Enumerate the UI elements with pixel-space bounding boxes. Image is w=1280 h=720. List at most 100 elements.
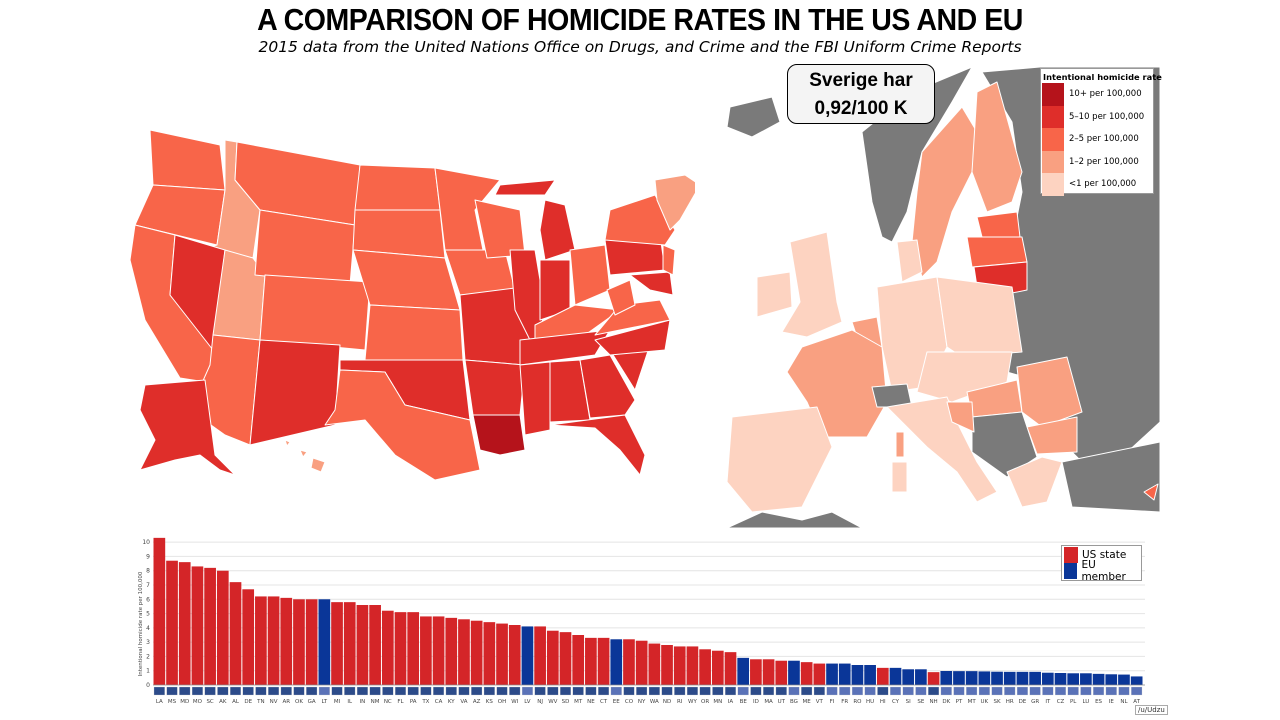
flag-icon bbox=[1093, 686, 1105, 696]
x-tick-label: WA bbox=[650, 699, 659, 705]
x-tick-label: KS bbox=[486, 699, 494, 705]
x-tick-label: PA bbox=[410, 699, 417, 705]
bar-sk bbox=[991, 671, 1003, 685]
x-tick-label: LA bbox=[156, 699, 163, 705]
x-tick-label: OK bbox=[295, 699, 303, 705]
bar-ri bbox=[673, 646, 686, 685]
flag-icon bbox=[191, 686, 203, 696]
bar-co bbox=[623, 639, 635, 685]
flag-icon bbox=[204, 686, 216, 696]
state-ga bbox=[579, 354, 636, 419]
bar-mt bbox=[965, 671, 978, 685]
state-tn bbox=[519, 329, 611, 366]
north-africa bbox=[726, 511, 863, 528]
x-tick-label: UK bbox=[981, 699, 989, 705]
flag-icon bbox=[1029, 686, 1041, 696]
x-tick-label: DE bbox=[244, 699, 252, 705]
x-tick-label: AL bbox=[232, 699, 240, 705]
bar-pl bbox=[1067, 673, 1080, 685]
legend-label: 5–10 per 100,000 bbox=[1069, 111, 1145, 122]
flag-icon bbox=[712, 686, 724, 696]
bar-chart-legend: US state EU member bbox=[1061, 545, 1142, 583]
flag-icon bbox=[851, 686, 863, 696]
x-tick-label: OR bbox=[701, 699, 709, 705]
flag-icon bbox=[572, 686, 584, 696]
x-tick-label: OH bbox=[498, 699, 506, 705]
x-tick-label: LT bbox=[322, 699, 328, 705]
bar-tn bbox=[255, 596, 267, 685]
flag-icon bbox=[1105, 686, 1117, 696]
bar-bg bbox=[788, 660, 800, 685]
x-tick-label: WI bbox=[511, 699, 518, 705]
flag-icon bbox=[636, 686, 648, 696]
x-tick-label: CZ bbox=[1057, 699, 1065, 705]
flag-icon bbox=[598, 686, 610, 696]
x-tick-label: CT bbox=[600, 699, 608, 705]
bar-ks bbox=[483, 622, 496, 685]
bar-nm bbox=[369, 605, 381, 685]
y-tick-label: 0 bbox=[146, 682, 150, 689]
flag-icon bbox=[623, 686, 635, 696]
finland bbox=[971, 81, 1023, 213]
corsica bbox=[895, 431, 905, 458]
state-la bbox=[472, 414, 526, 456]
bar-oh bbox=[496, 623, 508, 685]
flag-icon bbox=[1042, 686, 1054, 696]
spain-portugal bbox=[726, 406, 833, 513]
x-tick-label: DK bbox=[942, 699, 950, 705]
state-mn bbox=[434, 167, 501, 251]
map-legend-item: 5–10 per 100,000 bbox=[1041, 105, 1153, 128]
flag-icon bbox=[890, 686, 901, 696]
x-tick-label: TN bbox=[256, 699, 264, 705]
x-tick-label: AT bbox=[1133, 699, 1140, 705]
flag-icon bbox=[661, 686, 673, 696]
turkey bbox=[1061, 441, 1160, 513]
state-co bbox=[259, 274, 371, 351]
x-tick-label: TX bbox=[421, 699, 429, 705]
x-tick-label: KY bbox=[448, 699, 455, 705]
bar-se bbox=[915, 669, 927, 685]
flag-markers bbox=[153, 686, 1143, 696]
state-ak bbox=[139, 379, 236, 476]
x-tick-label: GR bbox=[1031, 699, 1039, 705]
flag-icon bbox=[1055, 686, 1066, 696]
page-subtitle: 2015 data from the United Nations Office… bbox=[258, 38, 1022, 56]
flag-icon bbox=[686, 686, 698, 696]
flag-icon bbox=[1067, 686, 1079, 696]
x-tick-label: PL bbox=[1070, 699, 1077, 705]
bar-id bbox=[750, 659, 762, 685]
x-tick-label: EE bbox=[613, 699, 620, 705]
uk bbox=[781, 231, 843, 338]
flag-icon bbox=[483, 686, 495, 696]
flag-icon bbox=[356, 686, 368, 696]
bar-fl bbox=[394, 612, 407, 685]
greece bbox=[1006, 456, 1063, 508]
iceland bbox=[726, 96, 781, 138]
bar-ne bbox=[585, 637, 597, 685]
bulgaria bbox=[1026, 416, 1078, 455]
y-tick-label: 4 bbox=[146, 625, 150, 632]
state-mi bbox=[494, 179, 576, 261]
x-tick-label: NJ bbox=[537, 699, 543, 705]
x-tick-label: MT bbox=[968, 699, 977, 705]
bar-hi bbox=[876, 667, 889, 685]
x-tick-label: SI bbox=[906, 699, 911, 705]
flag-icon bbox=[293, 686, 305, 696]
x-tick-label: UT bbox=[778, 699, 786, 705]
flag-icon bbox=[217, 686, 229, 696]
legend-label: 1–2 per 100,000 bbox=[1069, 156, 1139, 167]
y-tick-label: 8 bbox=[146, 568, 150, 575]
bar-si bbox=[902, 669, 915, 685]
x-tick-label: LU bbox=[1082, 699, 1089, 705]
state-ne bbox=[352, 249, 461, 311]
denmark bbox=[896, 239, 923, 283]
flag-icon bbox=[1131, 686, 1143, 696]
x-tick-label: PT bbox=[956, 699, 963, 705]
x-tick-label: VT bbox=[816, 699, 824, 705]
bar-ee bbox=[610, 639, 623, 685]
bar-ky bbox=[445, 617, 458, 685]
x-tick-label: SC bbox=[206, 699, 213, 705]
homicide-bar-chart: 0 1 2 3 4 5 6 7 8 9 10 Intentional homicide rate p… bbox=[138, 537, 1145, 705]
bar-nh bbox=[927, 672, 940, 685]
x-tick-label: ND bbox=[663, 699, 671, 705]
